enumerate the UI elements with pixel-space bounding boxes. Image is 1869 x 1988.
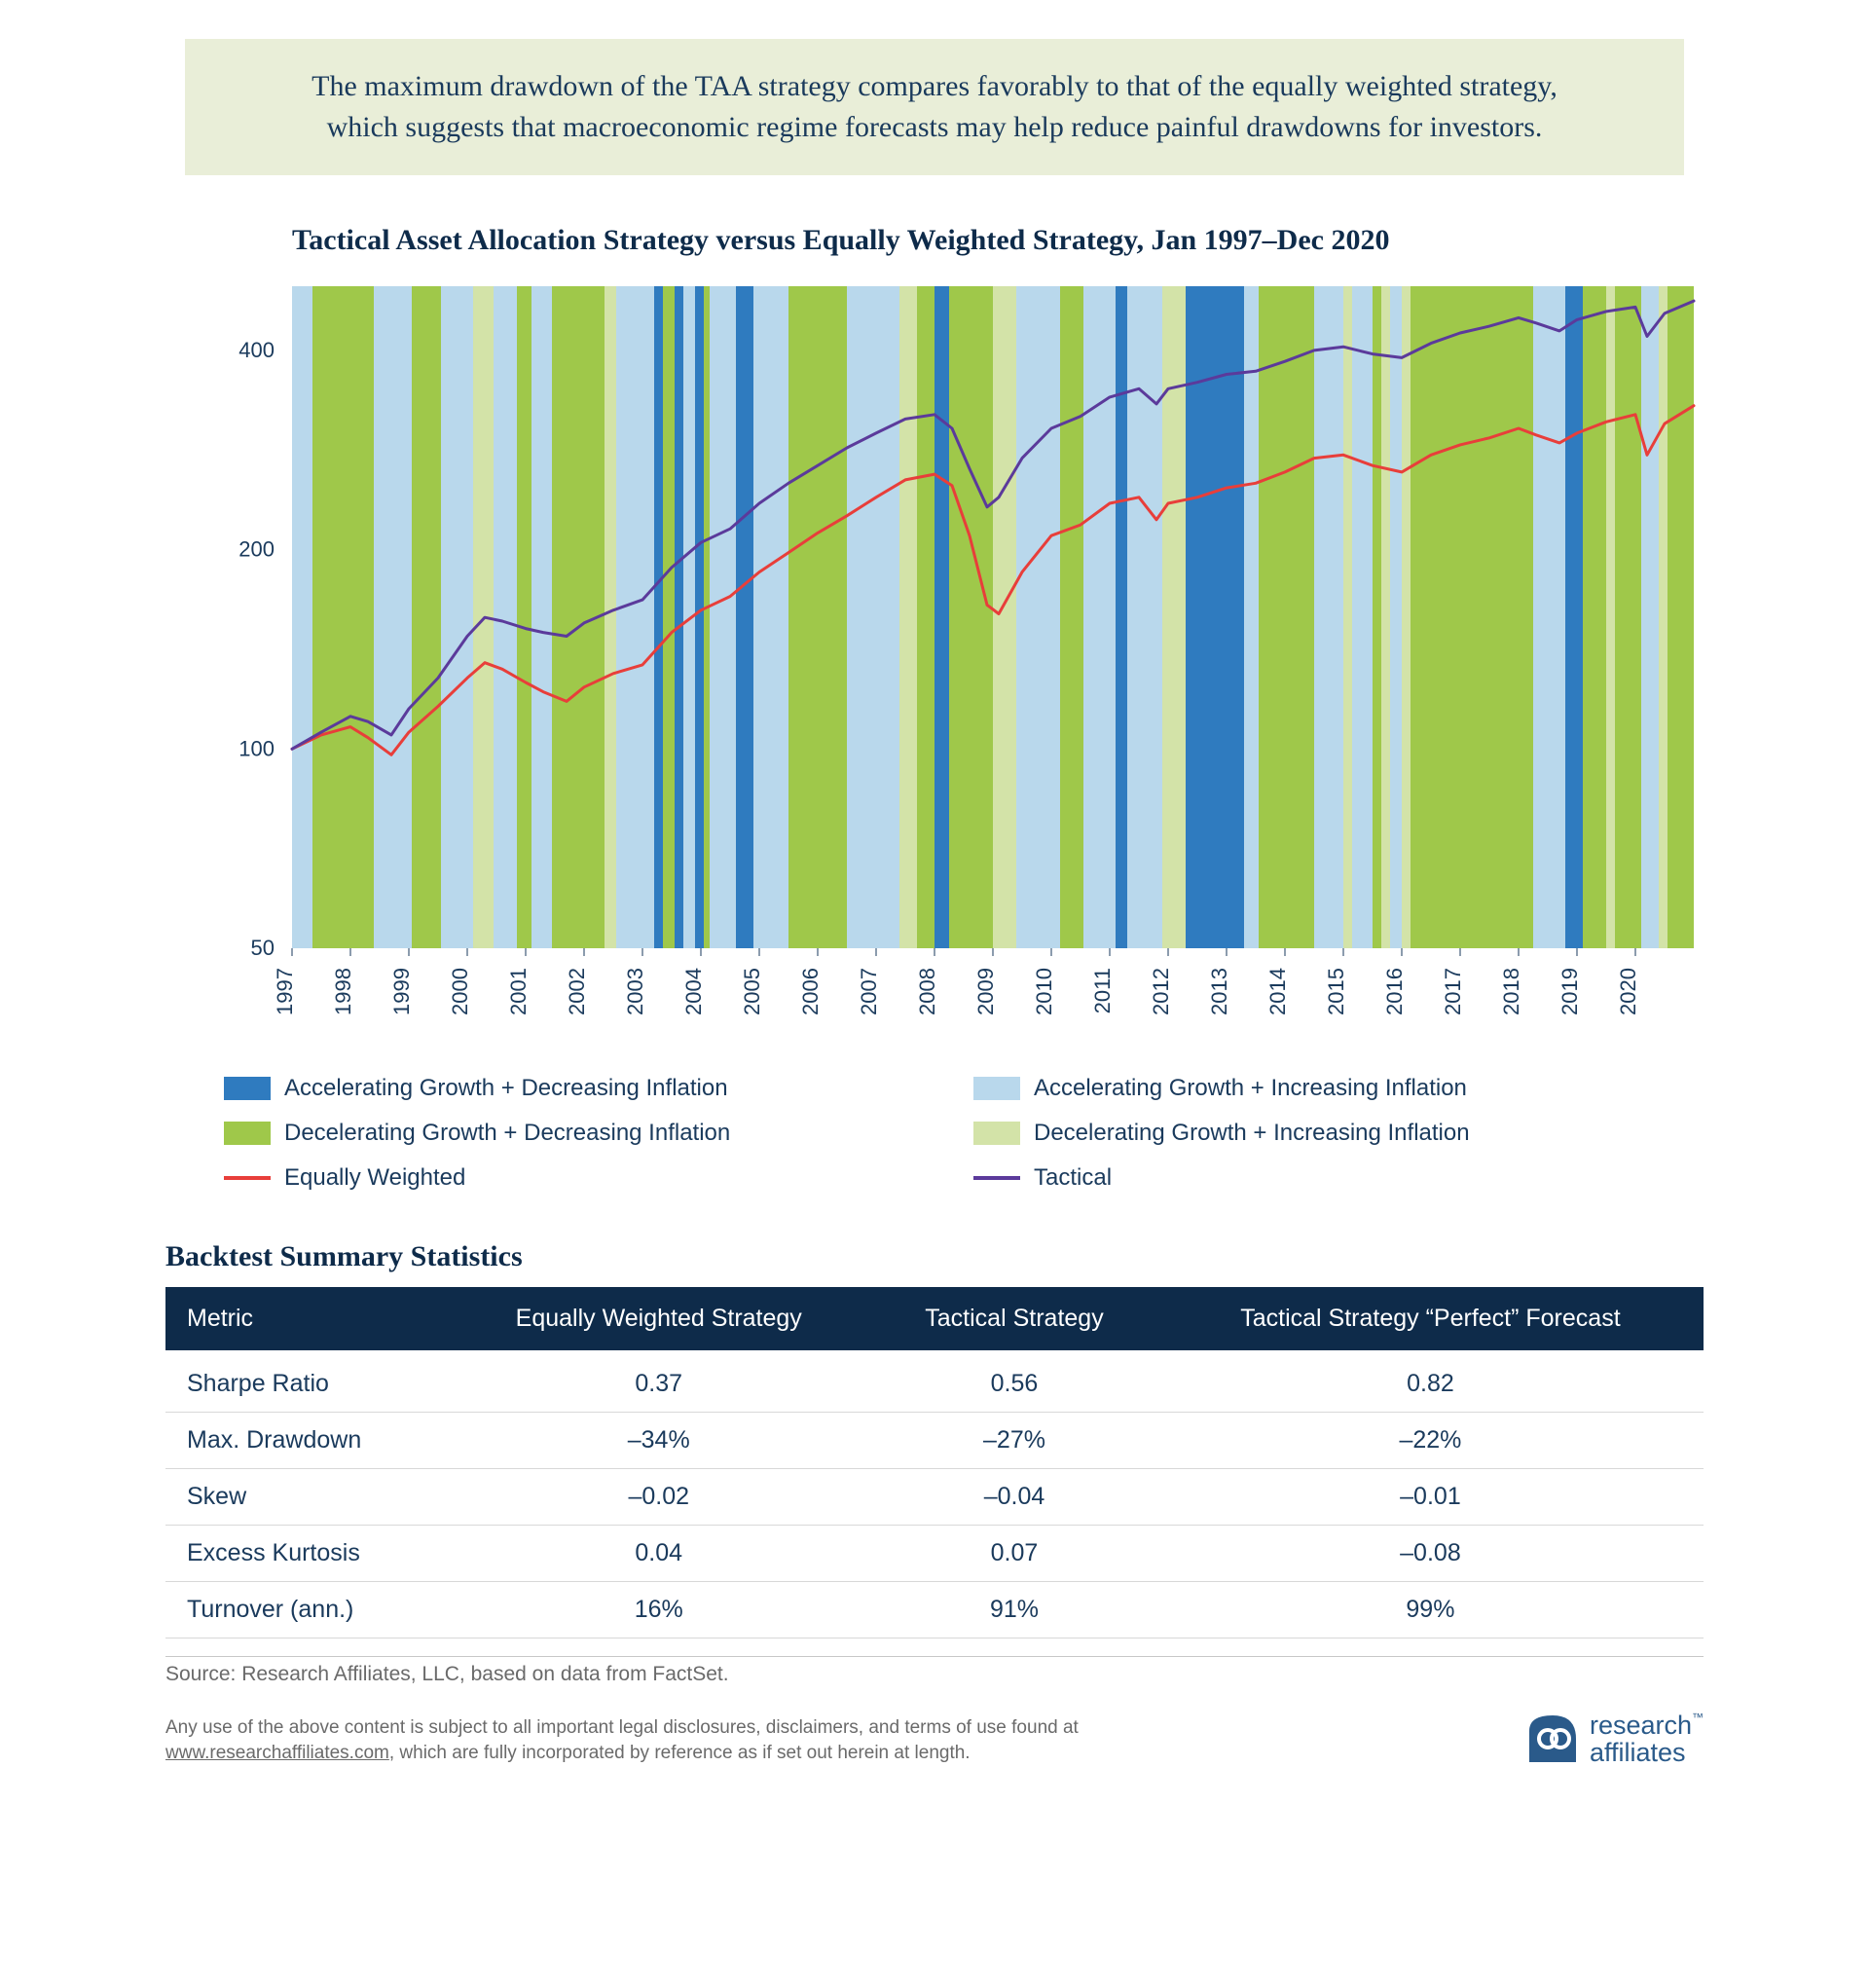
disclaimer: Any use of the above content is subject … (165, 1715, 1236, 1767)
table-row: Excess Kurtosis0.040.07–0.08 (165, 1526, 1704, 1582)
page-container: The maximum drawdown of the TAA strategy… (107, 39, 1762, 1786)
legend-line-swatch (973, 1176, 1020, 1180)
table-cell: 0.04 (446, 1526, 871, 1582)
table-header-cell: Equally Weighted Strategy (446, 1287, 871, 1350)
table-cell: 0.07 (871, 1526, 1157, 1582)
table-cell: 0.82 (1157, 1350, 1704, 1413)
table-header-row: MetricEqually Weighted StrategyTactical … (165, 1287, 1704, 1350)
table-header-cell: Tactical Strategy “Perfect” Forecast (1157, 1287, 1704, 1350)
legend-item: Accelerating Growth + Decreasing Inflati… (224, 1075, 934, 1102)
table-cell: 91% (871, 1582, 1157, 1638)
legend-item: Tactical (973, 1164, 1684, 1192)
svg-text:2006: 2006 (798, 968, 823, 1015)
legend-color-swatch (224, 1122, 271, 1145)
svg-text:2019: 2019 (1558, 968, 1582, 1015)
legend: Accelerating Growth + Decreasing Inflati… (224, 1075, 1684, 1192)
table-cell: –22% (1157, 1413, 1704, 1469)
svg-text:2001: 2001 (506, 968, 531, 1015)
table-cell: 99% (1157, 1582, 1704, 1638)
table-cell: Max. Drawdown (165, 1413, 446, 1469)
table-cell: –27% (871, 1413, 1157, 1469)
source-text: Source: Research Affiliates, LLC, based … (165, 1656, 1704, 1686)
legend-color-swatch (224, 1077, 271, 1100)
svg-text:1998: 1998 (331, 968, 355, 1015)
svg-text:2013: 2013 (1207, 968, 1231, 1015)
svg-text:2004: 2004 (681, 968, 706, 1015)
svg-text:2018: 2018 (1499, 968, 1523, 1015)
svg-text:2003: 2003 (623, 968, 647, 1015)
table-row: Sharpe Ratio0.370.560.82 (165, 1350, 1704, 1413)
svg-text:2008: 2008 (915, 968, 939, 1015)
legend-item: Decelerating Growth + Decreasing Inflati… (224, 1120, 934, 1147)
legend-label: Decelerating Growth + Decreasing Inflati… (284, 1120, 730, 1147)
disclaimer-link[interactable]: www.researchaffiliates.com (165, 1743, 389, 1763)
table-cell: Sharpe Ratio (165, 1350, 446, 1413)
table-body: Sharpe Ratio0.370.560.82Max. Drawdown–34… (165, 1350, 1704, 1638)
callout-text: The maximum drawdown of the TAA strategy… (312, 70, 1558, 143)
table-cell: –0.01 (1157, 1469, 1704, 1526)
svg-text:2011: 2011 (1090, 968, 1115, 1013)
table-cell: –0.02 (446, 1469, 871, 1526)
chart-svg: 50 100 200 400 1997 1998 1999 2000 2001 2002 2003 2… (165, 276, 1704, 1036)
svg-text:2000: 2000 (448, 968, 472, 1015)
brand-logo: research™ affiliates (1525, 1712, 1704, 1767)
table-cell: Skew (165, 1469, 446, 1526)
chart-title: Tactical Asset Allocation Strategy versu… (292, 224, 1762, 257)
table-cell: –0.08 (1157, 1526, 1704, 1582)
table-cell: –34% (446, 1413, 871, 1469)
table-row: Turnover (ann.)16%91%99% (165, 1582, 1704, 1638)
table-header-cell: Tactical Strategy (871, 1287, 1157, 1350)
svg-text:400: 400 (238, 338, 275, 362)
svg-text:2015: 2015 (1324, 968, 1348, 1015)
disclaimer-pre: Any use of the above content is subject … (165, 1717, 1079, 1738)
table-cell: 0.56 (871, 1350, 1157, 1413)
svg-text:2017: 2017 (1441, 968, 1465, 1015)
trademark: ™ (1692, 1711, 1704, 1724)
svg-text:200: 200 (238, 537, 275, 562)
svg-text:2016: 2016 (1382, 968, 1407, 1015)
svg-text:2009: 2009 (973, 968, 998, 1015)
svg-text:2005: 2005 (740, 968, 764, 1015)
svg-text:2007: 2007 (857, 968, 881, 1015)
table-cell: Excess Kurtosis (165, 1526, 446, 1582)
legend-label: Decelerating Growth + Increasing Inflati… (1034, 1120, 1470, 1147)
table-row: Max. Drawdown–34%–27%–22% (165, 1413, 1704, 1469)
legend-label: Equally Weighted (284, 1164, 465, 1192)
legend-item: Equally Weighted (224, 1164, 934, 1192)
legend-color-swatch (973, 1077, 1020, 1100)
disclaimer-post: , which are fully incorporated by refere… (389, 1743, 971, 1763)
svg-text:2014: 2014 (1265, 968, 1290, 1015)
legend-color-swatch (973, 1122, 1020, 1145)
legend-item: Decelerating Growth + Increasing Inflati… (973, 1120, 1684, 1147)
table-cell: 16% (446, 1582, 871, 1638)
legend-label: Tactical (1034, 1164, 1112, 1192)
table-cell: Turnover (ann.) (165, 1582, 446, 1638)
svg-text:2020: 2020 (1616, 968, 1640, 1015)
stats-table: MetricEqually Weighted StrategyTactical … (165, 1287, 1704, 1638)
chart: 50 100 200 400 1997 1998 1999 2000 2001 2002 2003 2… (165, 276, 1704, 1036)
logo-text: research™ affiliates (1590, 1712, 1704, 1767)
callout-box: The maximum drawdown of the TAA strategy… (185, 39, 1684, 175)
logo-line2: affiliates (1590, 1739, 1704, 1766)
svg-text:2010: 2010 (1032, 968, 1056, 1015)
logo-line1: research (1590, 1711, 1692, 1740)
legend-line-swatch (224, 1176, 271, 1180)
table-cell: –0.04 (871, 1469, 1157, 1526)
svg-text:2012: 2012 (1149, 968, 1173, 1015)
svg-text:100: 100 (238, 736, 275, 760)
svg-text:50: 50 (251, 936, 275, 960)
table-title: Backtest Summary Statistics (165, 1240, 1704, 1273)
table-row: Skew–0.02–0.04–0.01 (165, 1469, 1704, 1526)
logo-icon (1525, 1712, 1580, 1766)
legend-label: Accelerating Growth + Increasing Inflati… (1034, 1075, 1467, 1102)
svg-text:2002: 2002 (565, 968, 589, 1015)
table-header-cell: Metric (165, 1287, 446, 1350)
svg-text:1997: 1997 (273, 968, 297, 1015)
svg-text:1999: 1999 (389, 968, 414, 1015)
legend-item: Accelerating Growth + Increasing Inflati… (973, 1075, 1684, 1102)
footer: Any use of the above content is subject … (165, 1712, 1704, 1767)
table-cell: 0.37 (446, 1350, 871, 1413)
legend-label: Accelerating Growth + Decreasing Inflati… (284, 1075, 728, 1102)
